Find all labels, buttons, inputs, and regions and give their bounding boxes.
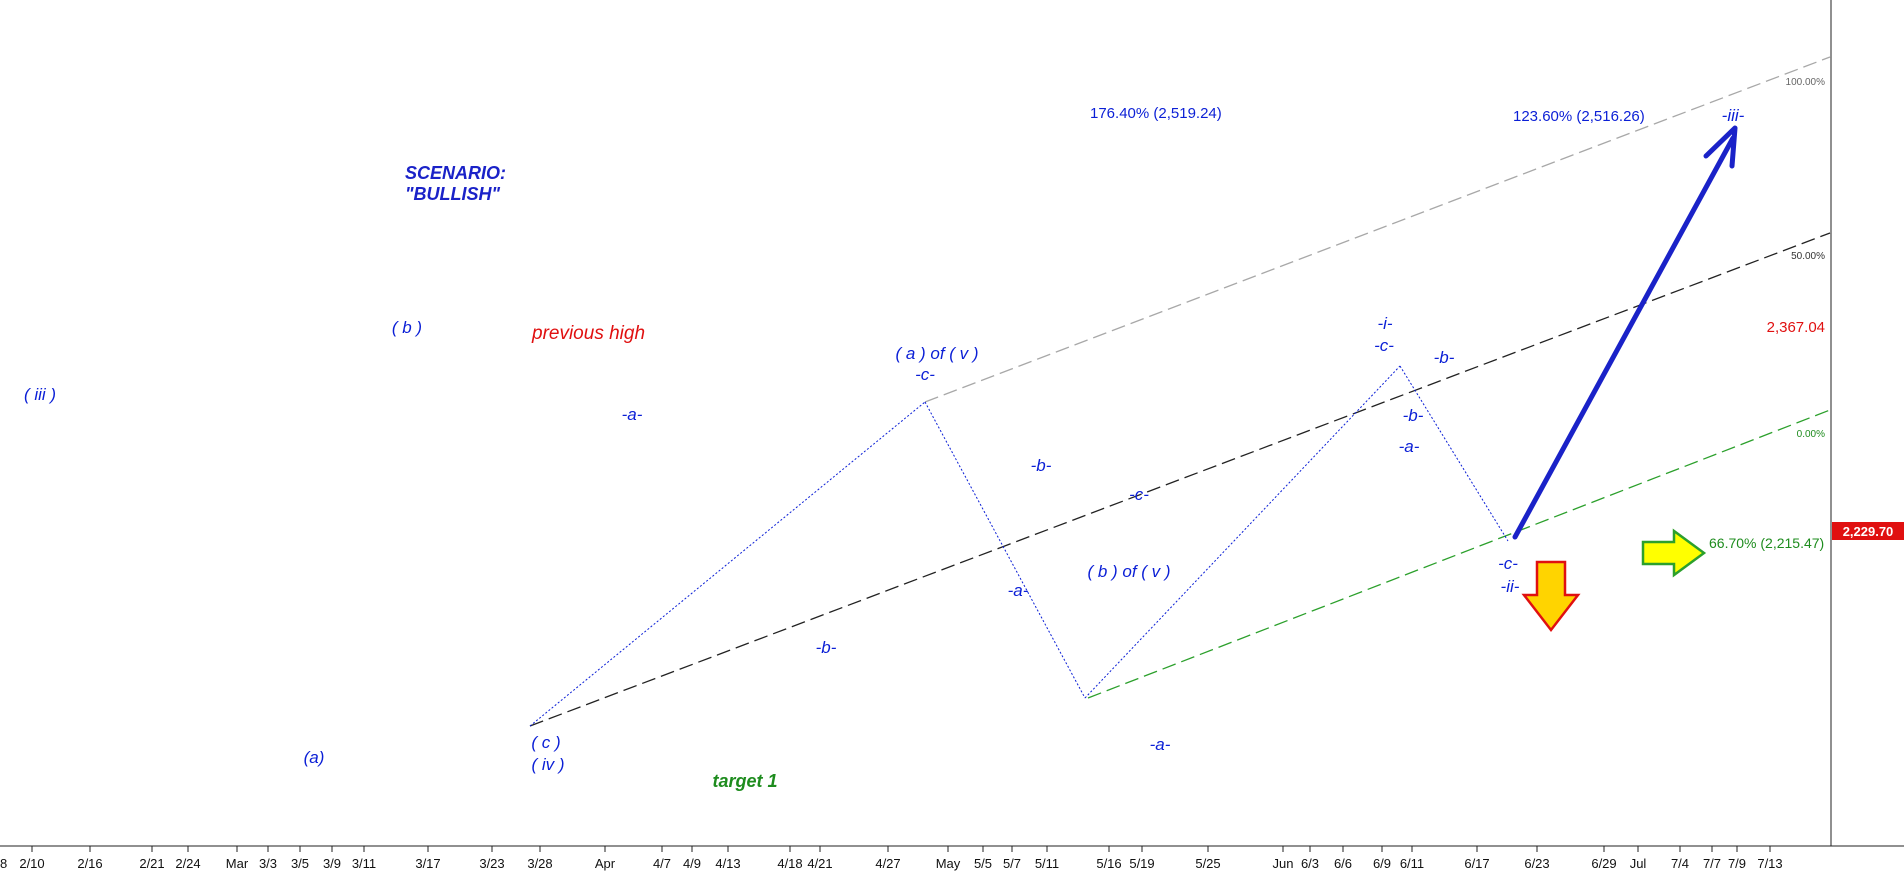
x-tick-label: 3/23 (479, 856, 504, 871)
channel-50-line (529, 232, 1831, 727)
wave-label: -b- (816, 638, 837, 657)
last-price-badge (1832, 522, 1904, 540)
x-tick-label: 4/27 (875, 856, 900, 871)
fib-176-label: 176.40% (2,519.24) (1090, 105, 1222, 122)
x-tick-label: 3/11 (352, 856, 376, 871)
x-tick-label: 6/3 (1301, 856, 1319, 871)
x-tick-label: 3/5 (291, 856, 309, 871)
x-tick-label: 3/3 (259, 856, 277, 871)
wave-connector-1 (924, 401, 1086, 699)
x-tick-label: 4/9 (683, 856, 701, 871)
wave-label: ( a ) of ( v ) (895, 344, 978, 363)
yellow-right-arrow (1641, 528, 1707, 578)
wave-label: -a- (1150, 735, 1171, 754)
channel-0-label: 0.00% (1797, 429, 1825, 440)
x-tick-label: 7/4 (1671, 856, 1689, 871)
wave-label: -b- (1031, 456, 1052, 475)
x-tick-label: 6/9 (1373, 856, 1391, 871)
fib-66-label: 66.70% (2,215.47) (1709, 535, 1824, 551)
x-tick-label: 2/24 (175, 856, 200, 871)
wave-label: ( iii ) (24, 385, 56, 404)
x-tick-label: 2/21 (139, 856, 164, 871)
channel-50-label: 50.00% (1791, 251, 1825, 262)
x-tick-label: 5/25 (1195, 856, 1220, 871)
x-tick-label: 3/9 (323, 856, 341, 871)
wave-label: -c- (915, 365, 935, 384)
wave-label: -iii- (1722, 106, 1745, 125)
projection-arrow-head (1703, 125, 1738, 169)
x-tick-label: 5/7 (1003, 856, 1021, 871)
wave-label: -i- (1377, 314, 1392, 333)
wave-connector-0 (529, 401, 926, 727)
wave-label: -c- (1374, 336, 1394, 355)
x-tick-label: 5/5 (974, 856, 992, 871)
x-tick-label: Mar (226, 856, 249, 871)
scenario-value: "BULLISH" (405, 184, 501, 204)
previous-high-value: 2,367.04 (1767, 319, 1825, 336)
x-tick-label: 7/9 (1728, 856, 1746, 871)
x-tick-label: 5/19 (1129, 856, 1154, 871)
wave-label: -c- (1498, 554, 1518, 573)
wave-label: -b- (1434, 348, 1455, 367)
x-tick-label: Jul (1630, 856, 1647, 871)
x-tick-label: 4/18 (777, 856, 802, 871)
wave-connector-2 (1084, 365, 1401, 699)
x-tick-label: Apr (595, 856, 616, 871)
x-tick-label: 6/23 (1524, 856, 1549, 871)
x-tick-label: May (936, 856, 961, 871)
scenario-title: SCENARIO: (405, 163, 506, 183)
x-tick-label: 4/21 (807, 856, 832, 871)
x-tick-label: 4/7 (653, 856, 671, 871)
x-tick-label: 2/10 (19, 856, 44, 871)
wave-label: -a- (622, 405, 643, 424)
x-tick-label: 5/11 (1035, 856, 1059, 871)
wave-label: ( b ) of ( v ) (1087, 562, 1170, 581)
x-tick-label: 3/28 (527, 856, 552, 871)
projection-arrow-shaft (1512, 135, 1736, 540)
x-tick-label: 6/29 (1591, 856, 1616, 871)
wave-label: ( b ) (392, 318, 422, 337)
x-tick-label: 2/16 (77, 856, 102, 871)
channel-100-line (924, 56, 1831, 403)
fib-123-label: 123.60% (2,516.26) (1513, 108, 1645, 125)
x-tick-label: 6/6 (1334, 856, 1352, 871)
wave-label: -c- (1129, 485, 1149, 504)
wave-label: -a- (1399, 437, 1420, 456)
x-tick-label: 4/13 (715, 856, 740, 871)
wave-label: ( iv ) (531, 755, 564, 774)
x-tick-label: 7/7 (1703, 856, 1721, 871)
yellow-down-arrow (1521, 560, 1581, 633)
wave-label: ( c ) (531, 733, 560, 752)
x-tick-label: 5/16 (1096, 856, 1121, 871)
x-tick-label: 8 (0, 856, 7, 871)
previous-high-label: previous high (531, 323, 645, 344)
x-tick-label: 6/17 (1464, 856, 1489, 871)
wave-label: -a- (1008, 581, 1029, 600)
channel-0-line (1087, 409, 1831, 699)
x-tick-label: 3/17 (415, 856, 440, 871)
last-price-label: 2,229.70 (1843, 524, 1894, 539)
x-tick-label: 7/13 (1757, 856, 1782, 871)
channel-100-label: 100.00% (1786, 77, 1826, 88)
wave-label: (a) (304, 748, 325, 767)
x-tick-label: Jun (1273, 856, 1294, 871)
wave-label: -ii- (1501, 577, 1520, 596)
wave-label: -b- (1403, 406, 1424, 425)
x-tick-label: 6/11 (1400, 856, 1424, 871)
target-1-label: target 1 (712, 771, 777, 791)
